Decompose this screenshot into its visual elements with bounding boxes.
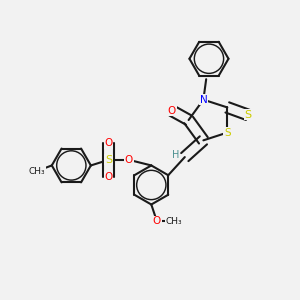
Text: O: O bbox=[153, 216, 161, 226]
Text: N: N bbox=[200, 95, 207, 105]
Text: S: S bbox=[224, 128, 231, 138]
Text: S: S bbox=[105, 155, 112, 165]
Text: O: O bbox=[125, 155, 133, 165]
Text: O: O bbox=[168, 106, 176, 116]
Text: CH₃: CH₃ bbox=[28, 167, 45, 176]
Text: H: H bbox=[172, 150, 179, 160]
Text: O: O bbox=[104, 172, 113, 182]
Text: S: S bbox=[244, 110, 251, 120]
Text: CH₃: CH₃ bbox=[165, 217, 182, 226]
Text: O: O bbox=[104, 138, 113, 148]
